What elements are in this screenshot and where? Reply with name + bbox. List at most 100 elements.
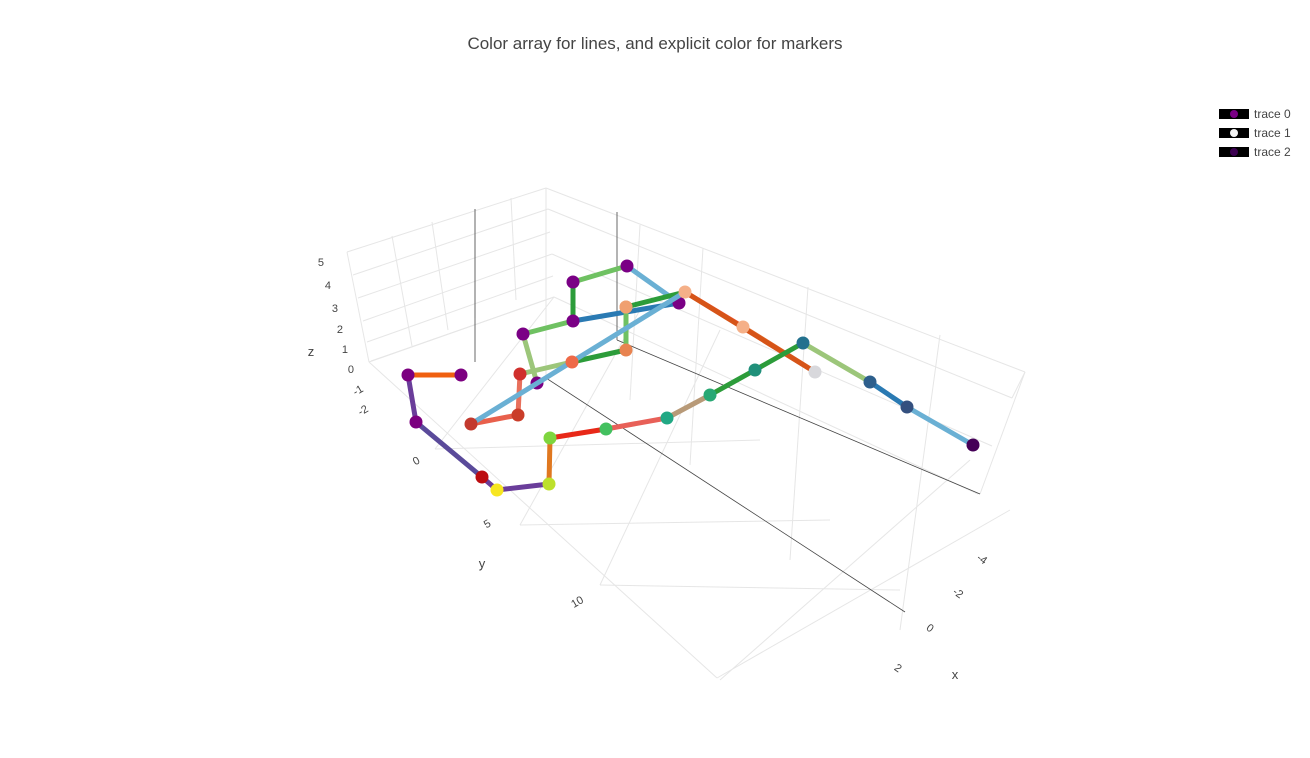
- trace-marker: [748, 363, 762, 377]
- trace-marker: [736, 320, 750, 334]
- chart-title: Color array for lines, and explicit colo…: [467, 34, 842, 53]
- trace-marker: [796, 336, 810, 350]
- trace-line-segment: [520, 318, 576, 337]
- legend-label: trace 2: [1254, 145, 1291, 159]
- y-tick-labels: 0 5 10: [411, 455, 586, 611]
- trace-marker: [619, 300, 633, 314]
- trace-line-segment: [682, 289, 818, 375]
- z-tick-label: 3: [332, 303, 338, 315]
- trace-line-segment: [570, 263, 630, 285]
- grid-line: [789, 286, 809, 561]
- legend-label: trace 1: [1254, 126, 1291, 140]
- trace-line-segment: [413, 419, 485, 480]
- trace-marker: [599, 422, 613, 436]
- grid-line: [899, 334, 941, 631]
- grid-line: [357, 231, 551, 299]
- legend-marker: [1230, 148, 1238, 156]
- trace-marker: [513, 367, 527, 381]
- trace-marker: [703, 388, 717, 402]
- grid-line: [431, 221, 449, 331]
- grid-line: [519, 309, 641, 526]
- trace-marker: [678, 285, 692, 299]
- grid-line: [547, 208, 1013, 399]
- x-tick-label: -4: [974, 552, 989, 567]
- traces: [401, 259, 980, 497]
- grid-line: [352, 208, 549, 276]
- grid-line: [368, 361, 718, 679]
- trace-line-segment: [623, 289, 688, 310]
- trace-marker: [863, 375, 877, 389]
- grid-line: [545, 187, 1026, 373]
- y-tick-label: 0: [411, 455, 422, 468]
- grid-line: [434, 439, 761, 450]
- legend-item-trace-2[interactable]: trace 2: [1219, 145, 1291, 159]
- y-axis-label: y: [479, 556, 486, 571]
- legend-label: trace 0: [1254, 107, 1291, 121]
- x-tick-labels: -4 -2 0 2: [892, 552, 989, 675]
- trace-line-segment: [468, 412, 521, 427]
- z-tick-label: -2: [356, 403, 370, 418]
- grid-line: [599, 329, 721, 586]
- z-axis-label: z: [308, 344, 315, 359]
- trace-1: [464, 285, 822, 431]
- trace-marker: [464, 417, 478, 431]
- grid-line: [391, 235, 413, 347]
- trace-2: [401, 336, 980, 497]
- grid-line: [368, 296, 555, 363]
- trace-line-segment: [468, 289, 688, 427]
- grid-line: [434, 296, 555, 450]
- x-axis-label: x: [952, 667, 959, 682]
- trace-marker: [543, 431, 557, 445]
- trace-marker: [565, 355, 579, 369]
- trace-marker: [566, 314, 580, 328]
- legend-item-trace-1[interactable]: trace 1: [1219, 126, 1291, 140]
- z-tick-label: -1: [351, 383, 365, 398]
- legend-item-trace-0[interactable]: trace 0: [1219, 107, 1291, 121]
- trace-line-segment: [904, 404, 976, 448]
- z-tick-label: 1: [342, 344, 348, 356]
- trace-marker: [619, 343, 633, 357]
- trace-marker: [516, 327, 530, 341]
- trace-marker: [566, 275, 580, 289]
- grid-line: [346, 187, 547, 253]
- trace-marker: [966, 438, 980, 452]
- grid-line: [716, 509, 1011, 679]
- grid-line: [719, 459, 971, 681]
- x-tick-label: 2: [892, 662, 904, 675]
- trace-marker: [660, 411, 674, 425]
- scene-axes: [474, 209, 981, 613]
- z-tick-labels: 5 4 3 2 1 0 -1 -2: [318, 257, 371, 418]
- trace-line-segment: [752, 340, 806, 373]
- trace-marker: [454, 368, 468, 382]
- scene-grid: [346, 187, 1026, 681]
- trace-marker: [401, 368, 415, 382]
- trace-line-segment: [520, 331, 540, 386]
- legend-marker: [1230, 129, 1238, 137]
- trace-line-segment: [494, 481, 552, 493]
- trace-line-segment: [546, 435, 553, 487]
- z-tick-label: 0: [348, 364, 354, 376]
- z-tick-label: 5: [318, 257, 324, 269]
- trace-line-segment: [664, 392, 713, 421]
- x-tick-label: 0: [924, 622, 936, 635]
- grid-line: [553, 296, 979, 495]
- grid-line: [979, 371, 1026, 495]
- trace-line-segment: [569, 347, 629, 365]
- grid-line: [599, 584, 901, 591]
- trace-line-segment: [603, 415, 670, 432]
- y-tick-label: 5: [482, 518, 493, 531]
- grid-line: [346, 251, 370, 363]
- x-axis-line: [545, 377, 906, 613]
- trace-line-segment: [517, 359, 575, 377]
- floor-edge-line: [616, 339, 981, 495]
- trace-line-segment: [405, 372, 419, 425]
- trace-line-segment: [707, 367, 758, 398]
- z-tick-label: 4: [325, 280, 331, 292]
- trace-marker: [490, 483, 504, 497]
- legend[interactable]: trace 0 trace 1 trace 2: [1219, 107, 1291, 159]
- x-tick-label: -2: [950, 586, 965, 601]
- z-tick-label: 2: [337, 324, 343, 336]
- grid-line: [362, 253, 553, 322]
- trace-line-segment: [867, 379, 910, 410]
